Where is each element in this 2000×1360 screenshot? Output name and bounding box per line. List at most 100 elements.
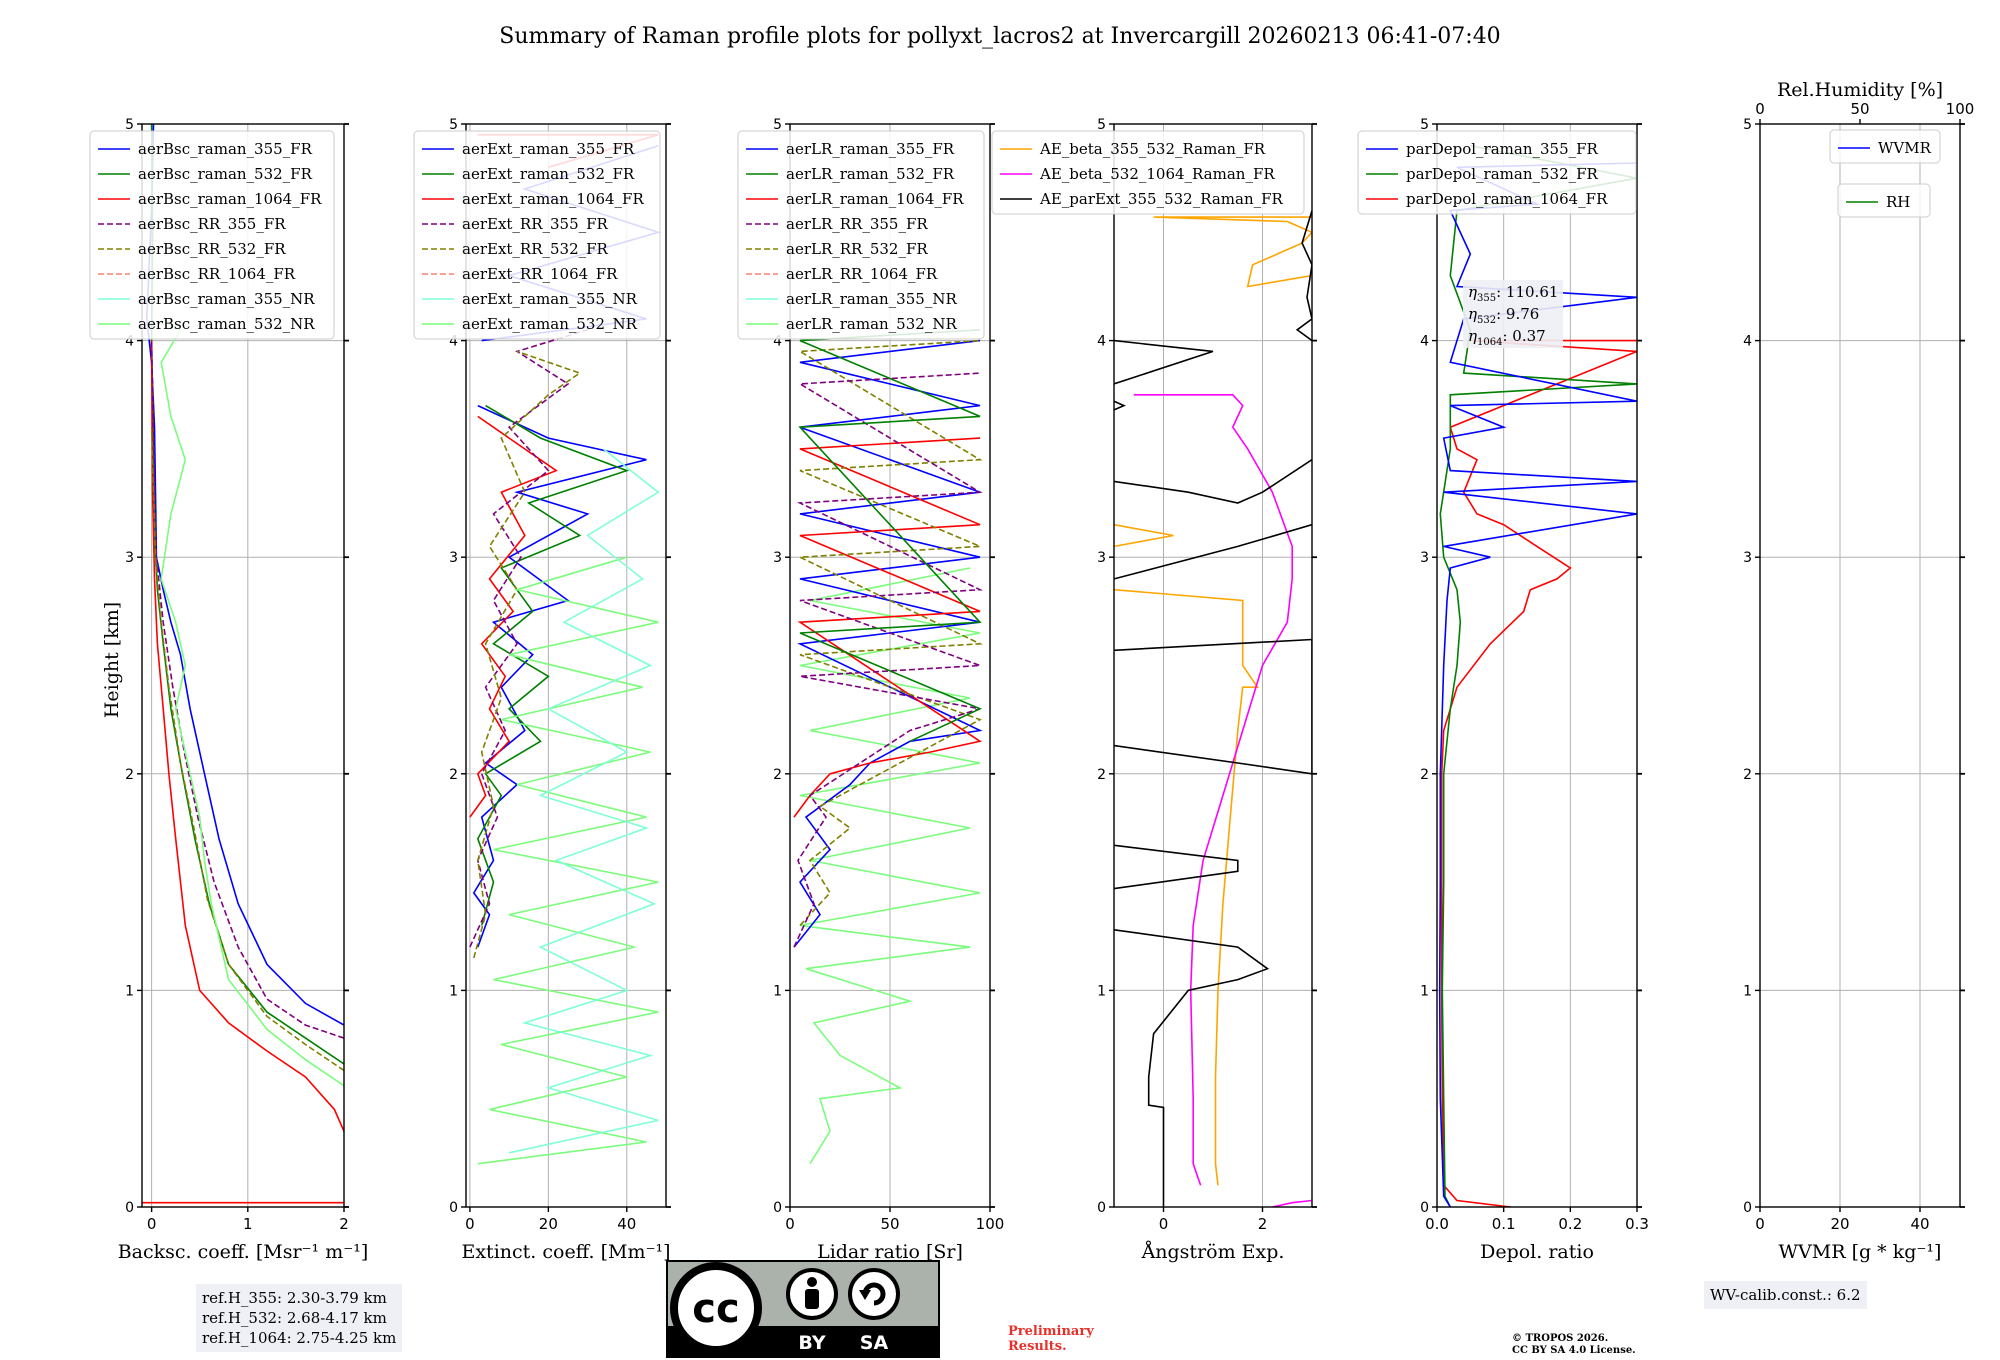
- person-head-icon: [807, 1277, 817, 1287]
- legend-label: aerBsc_raman_355_FR: [138, 140, 313, 158]
- legend-label: aerBsc_RR_1064_FR: [138, 265, 296, 283]
- y-tick-label: 1: [1743, 983, 1752, 999]
- series-ae-parext-355-532-raman-fr-top2: [1295, 210, 1312, 342]
- cc-by-label: BY: [798, 1332, 825, 1354]
- series-aerbsc-raman-355-fr: [145, 124, 344, 1026]
- panel-backscatter: 0 1 2 3 4 5 0 1 2 Backsc. coeff. [Msr⁻¹ m⁻¹] aerBs…: [89, 117, 368, 1263]
- series-aerext-rr-532-fr: [473, 350, 582, 959]
- series-ae-parext-355-532-raman-fr-mid: [1114, 844, 1239, 890]
- series-group: [1114, 210, 1312, 1207]
- x-axis-label: Lidar ratio [Sr]: [817, 1241, 963, 1263]
- y-tick-label: 1: [1420, 983, 1429, 999]
- legend-label: aerExt_RR_355_FR: [462, 215, 609, 233]
- y-tick-label: 5: [1097, 117, 1106, 133]
- y-tick-label: 3: [449, 550, 458, 566]
- y-tick-label: 3: [773, 550, 782, 566]
- series-aerext-raman-1064-fr: [469, 415, 558, 818]
- x-tick-label: 0.1: [1492, 1215, 1516, 1233]
- y-tick-label: 3: [1743, 550, 1752, 566]
- x-axis-label: Ångström Exp.: [1141, 1241, 1285, 1263]
- series-aerlr-raman-532-fr: [798, 329, 982, 743]
- series-pardepol-raman-355-fr: [1438, 162, 1637, 1207]
- y-tick-label: 1: [1097, 983, 1106, 999]
- x-tick-label: 2: [339, 1215, 349, 1233]
- y-tick-label: 2: [1097, 767, 1106, 783]
- ref-height-355: ref.H_355: 2.30-3.79 km: [202, 1289, 387, 1307]
- copyright-line-1: © TROPOS 2026.: [1512, 1333, 1609, 1344]
- cc-sa-label: SA: [860, 1332, 889, 1354]
- y-tick-label: 4: [125, 334, 134, 350]
- x-tick-label: 40: [1910, 1215, 1929, 1233]
- series-group: [142, 124, 344, 1204]
- legend-depol: parDepol_raman_355_FR parDepol_raman_532_…: [1357, 130, 1637, 215]
- y-tick-label: 3: [125, 550, 134, 566]
- legend-label: aerLR_raman_355_FR: [786, 140, 955, 158]
- x-tick-label: 0: [785, 1215, 795, 1233]
- x-tick-label: 50: [880, 1215, 899, 1233]
- x-tick-label: 0.3: [1625, 1215, 1649, 1233]
- copyright-note: © TROPOS 2026. CC BY SA 4.0 License.: [1512, 1333, 1636, 1357]
- legend-label: aerExt_RR_1064_FR: [462, 265, 618, 283]
- legend-label: aerLR_RR_1064_FR: [786, 265, 938, 283]
- x-tick-label: 0: [147, 1215, 157, 1233]
- series-aerlr-rr-532-fr: [796, 339, 984, 926]
- series-aerext-raman-355-nr: [508, 448, 660, 1154]
- series-ae-parext-355-532-raman-fr-high: [1114, 638, 1312, 775]
- legend-label: AE_beta_532_1064_Raman_FR: [1039, 165, 1275, 183]
- preliminary-results-note: Preliminary Results.: [1008, 1324, 1094, 1354]
- legend-label: aerLR_raman_355_NR: [786, 290, 957, 308]
- y-tick-label: 5: [125, 117, 134, 133]
- y-tick-label: 2: [1743, 767, 1752, 783]
- axes-frame: [1759, 123, 1961, 1208]
- preliminary-line-1: Preliminary: [1008, 1324, 1094, 1339]
- y-tick-label: 4: [1097, 334, 1106, 350]
- y-tick-label: 3: [1097, 550, 1106, 566]
- eta-value: : 9.76: [1496, 305, 1539, 323]
- legend-label: AE_beta_355_532_Raman_FR: [1039, 140, 1266, 158]
- series-aerlr-raman-355-fr: [793, 339, 983, 948]
- share-alike-icon: [848, 1268, 900, 1320]
- y-tick-label: 2: [1420, 767, 1429, 783]
- series-aerbsc-raman-1064-fr: [150, 340, 344, 1132]
- share-alike-arrowhead-icon: [859, 1290, 871, 1300]
- eta-symbol: η: [1468, 327, 1477, 345]
- legend-frame: [1829, 129, 1941, 164]
- legend-label: aerLR_RR_355_FR: [786, 215, 928, 233]
- series-aerbsc-rr-355-fr: [150, 340, 344, 1039]
- legend-frame: [89, 130, 335, 340]
- wv-calibration-box: WV-calib.const.: 6.2: [1704, 1281, 1867, 1309]
- legend-label: parDepol_raman_355_FR: [1406, 140, 1599, 158]
- eta-subscript: 532: [1477, 315, 1496, 326]
- legend-wvmr: WVMR: [1829, 129, 1941, 164]
- eta-subscript: 355: [1477, 293, 1496, 304]
- x-tick-label: 40: [617, 1215, 636, 1233]
- x-tick-label: 1: [243, 1215, 253, 1233]
- legend-label: aerBsc_RR_355_FR: [138, 215, 286, 233]
- series-aerlr-raman-1064-fr: [793, 437, 983, 818]
- copyright-line-2: CC BY SA 4.0 License.: [1512, 1345, 1636, 1356]
- legend-label: WVMR: [1878, 139, 1932, 157]
- legend-label: aerExt_raman_532_FR: [462, 165, 635, 183]
- series-ae-parext-355-532-raman-fr-stub: [1114, 400, 1126, 411]
- y-tick-label: 1: [449, 983, 458, 999]
- eta-value: : 0.37: [1502, 327, 1545, 345]
- cc-logo-icon: [670, 1262, 762, 1354]
- legend-frame: [1837, 183, 1931, 218]
- cc-logo-text: cc: [692, 1286, 739, 1332]
- legend-lidarratio: aerLR_raman_355_FR aerLR_raman_532_FR aerL…: [737, 130, 985, 340]
- x-axis-label: Extinct. coeff. [Mm⁻¹]: [461, 1241, 670, 1263]
- y-tick-label: 0: [1097, 1200, 1106, 1216]
- eta-line: η355: 110.61: [1468, 283, 1558, 304]
- eta-value: : 110.61: [1496, 283, 1558, 301]
- series-aerbsc-raman-532-nr: [160, 318, 344, 1087]
- reference-height-box: ref.H_355: 2.30-3.79 km ref.H_532: 2.68-…: [196, 1284, 403, 1352]
- ref-height-532: ref.H_532: 2.68-4.17 km: [202, 1309, 387, 1327]
- legend-label: aerExt_raman_1064_FR: [462, 190, 644, 208]
- series-aerext-raman-355-fr: [472, 404, 647, 948]
- legend-label: AE_parExt_355_532_Raman_FR: [1039, 190, 1284, 208]
- y-axis-label: Height [km]: [101, 602, 123, 718]
- y-tick-label: 1: [773, 983, 782, 999]
- series-aerext-rr-355-fr: [469, 329, 588, 948]
- legend-label: aerBsc_raman_532_NR: [138, 315, 315, 333]
